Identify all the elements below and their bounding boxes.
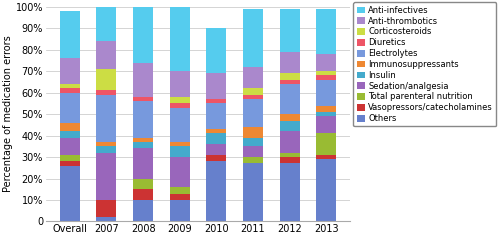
Bar	[96, 217, 116, 221]
Bar	[206, 28, 227, 73]
Bar	[316, 112, 336, 116]
Bar	[96, 91, 116, 95]
Bar	[133, 200, 153, 221]
Bar	[133, 7, 153, 63]
Bar	[133, 63, 153, 97]
Bar	[60, 11, 80, 58]
Bar	[280, 9, 300, 52]
Bar	[60, 166, 80, 221]
Bar	[243, 127, 263, 138]
Bar	[280, 121, 300, 131]
Bar	[280, 114, 300, 121]
Bar	[96, 69, 116, 91]
Bar	[170, 194, 190, 200]
Bar	[96, 142, 116, 146]
Legend: Anti-infectives, Anti-thrombotics, Corticosteroids, Diuretics, Electrolytes, Imm: Anti-infectives, Anti-thrombotics, Corti…	[354, 2, 496, 127]
Bar	[206, 73, 227, 99]
Bar	[243, 146, 263, 157]
Bar	[280, 73, 300, 80]
Bar	[133, 101, 153, 138]
Bar	[280, 131, 300, 153]
Bar	[206, 133, 227, 144]
Bar	[133, 142, 153, 148]
Bar	[170, 142, 190, 146]
Bar	[280, 80, 300, 84]
Y-axis label: Percentage of medication errors: Percentage of medication errors	[3, 36, 13, 192]
Bar	[316, 54, 336, 71]
Bar	[243, 99, 263, 127]
Bar	[243, 157, 263, 164]
Bar	[316, 133, 336, 155]
Bar	[96, 200, 116, 217]
Bar	[96, 41, 116, 69]
Bar	[170, 146, 190, 157]
Bar	[133, 138, 153, 142]
Bar	[206, 99, 227, 103]
Bar	[243, 138, 263, 146]
Bar	[60, 155, 80, 161]
Bar	[170, 103, 190, 108]
Bar	[280, 164, 300, 221]
Bar	[133, 148, 153, 178]
Bar	[60, 161, 80, 166]
Bar	[316, 71, 336, 75]
Bar	[280, 153, 300, 157]
Bar	[170, 157, 190, 187]
Bar	[60, 88, 80, 93]
Bar	[133, 178, 153, 189]
Bar	[60, 93, 80, 123]
Bar	[206, 155, 227, 161]
Bar	[316, 116, 336, 133]
Bar	[96, 146, 116, 153]
Bar	[206, 161, 227, 221]
Bar	[316, 155, 336, 159]
Bar	[243, 95, 263, 99]
Bar	[60, 131, 80, 138]
Bar	[206, 103, 227, 129]
Bar	[96, 153, 116, 200]
Bar	[316, 80, 336, 105]
Bar	[170, 187, 190, 194]
Bar	[243, 88, 263, 95]
Bar	[170, 7, 190, 71]
Bar	[133, 97, 153, 101]
Bar	[316, 159, 336, 221]
Bar	[280, 52, 300, 73]
Bar	[243, 67, 263, 88]
Bar	[170, 71, 190, 97]
Bar	[280, 157, 300, 164]
Bar	[133, 189, 153, 200]
Bar	[206, 144, 227, 155]
Bar	[243, 164, 263, 221]
Bar	[96, 7, 116, 41]
Bar	[60, 138, 80, 155]
Bar	[60, 58, 80, 84]
Bar	[96, 95, 116, 142]
Bar	[316, 75, 336, 80]
Bar	[170, 97, 190, 103]
Bar	[60, 84, 80, 88]
Bar	[280, 84, 300, 114]
Bar	[243, 9, 263, 67]
Bar	[60, 123, 80, 131]
Bar	[206, 129, 227, 133]
Bar	[316, 9, 336, 54]
Bar	[170, 200, 190, 221]
Bar	[316, 105, 336, 112]
Bar	[170, 108, 190, 142]
